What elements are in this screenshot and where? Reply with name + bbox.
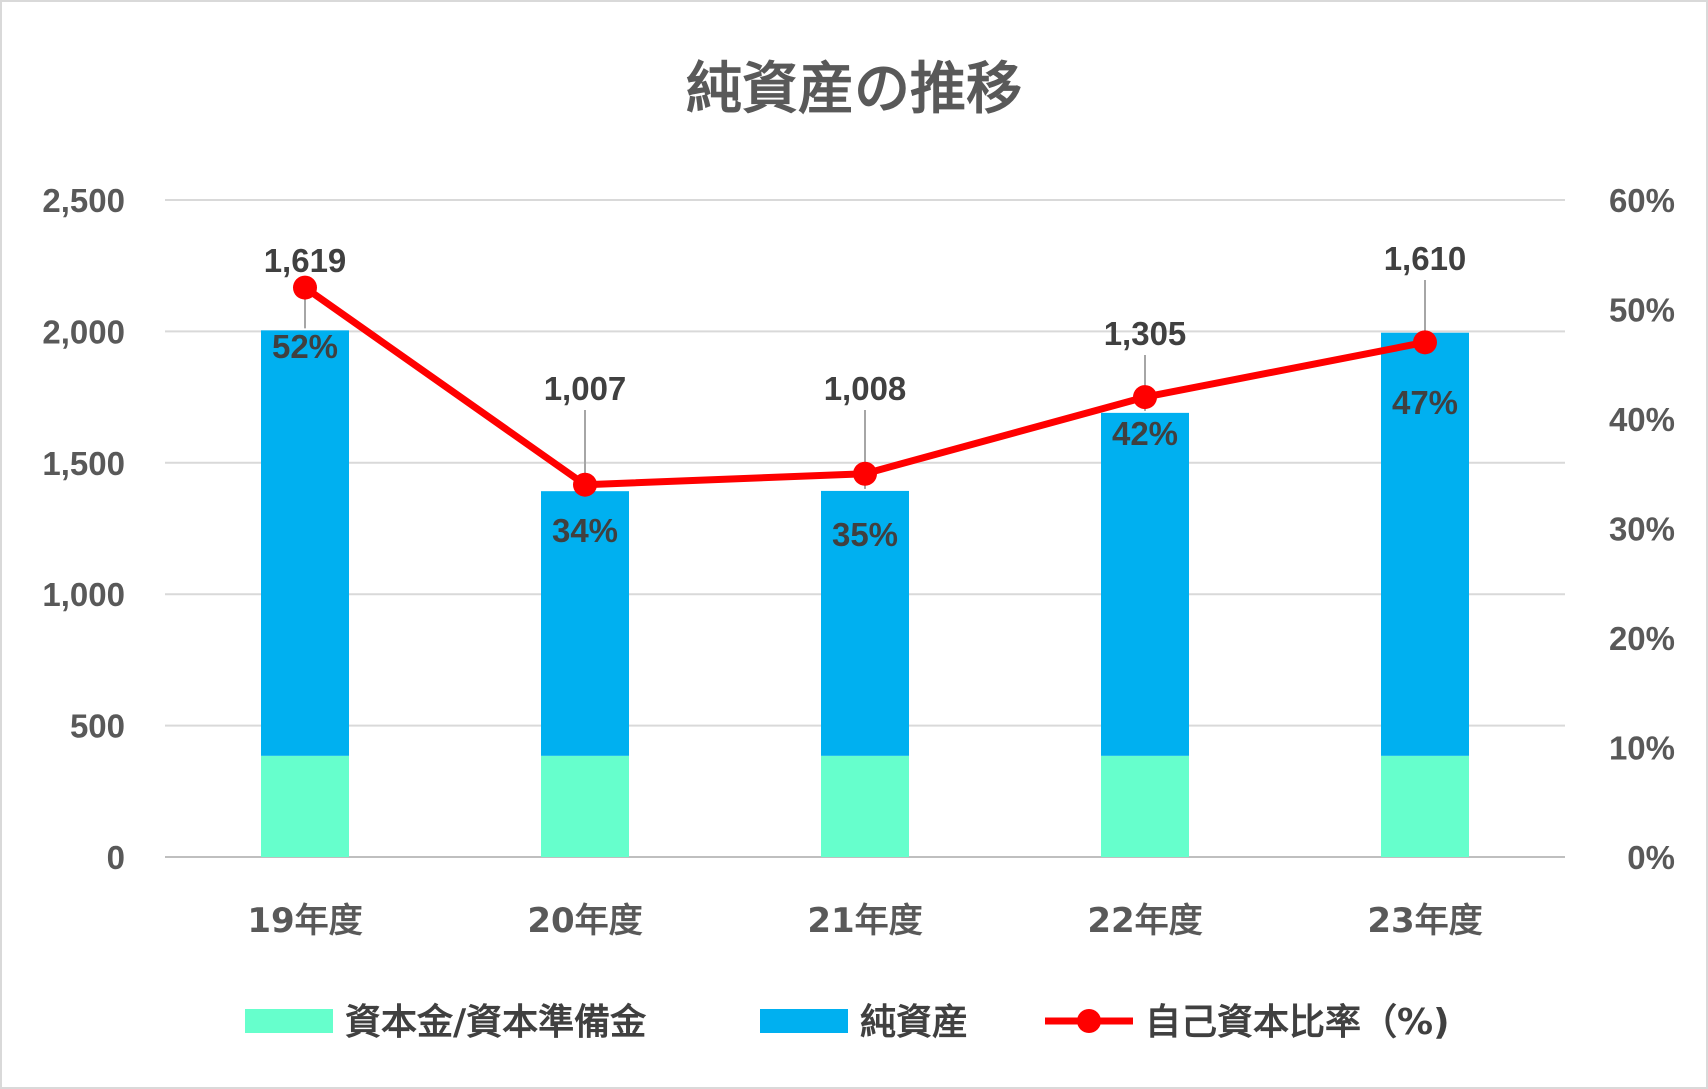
left-tick-label: 1,500 bbox=[42, 445, 125, 482]
bars bbox=[261, 330, 1469, 857]
category-label: 20年度 bbox=[527, 901, 642, 941]
legend: 資本金/資本準備金 純資産 自己資本比率（%) bbox=[245, 1001, 1450, 1043]
left-axis-ticks: 0 500 1,000 1,500 2,000 2,500 bbox=[42, 182, 125, 876]
right-tick-label: 20% bbox=[1609, 620, 1675, 657]
category-label: 23年度 bbox=[1367, 901, 1482, 941]
legend-swatch bbox=[760, 1009, 848, 1033]
right-tick-label: 0% bbox=[1627, 839, 1675, 876]
capital-bar bbox=[1101, 755, 1189, 857]
capital-bar bbox=[1381, 755, 1469, 857]
legend-label: 純資産 bbox=[860, 1002, 968, 1043]
ratio-point bbox=[1133, 385, 1157, 410]
category-label: 22年度 bbox=[1087, 901, 1202, 941]
legend-swatch bbox=[245, 1009, 333, 1033]
legend-label: 資本金/資本準備金 bbox=[345, 1001, 647, 1043]
net-assets-bar bbox=[541, 491, 629, 756]
net-assets-value-label: 1,305 bbox=[1104, 315, 1187, 352]
category-label: 21年度 bbox=[807, 901, 922, 941]
capital-bar bbox=[261, 755, 349, 857]
right-axis-ticks: 0% 10% 20% 30% 40% 50% 60% bbox=[1609, 182, 1675, 876]
legend-label: 自己資本比率（%) bbox=[1145, 1002, 1450, 1043]
ratio-value-label: 35% bbox=[832, 516, 898, 553]
capital-bar bbox=[541, 755, 629, 857]
net-assets-value-label: 1,610 bbox=[1384, 240, 1467, 277]
category-labels: 19年度 20年度 21年度 22年度 23年度 bbox=[247, 901, 1482, 941]
legend-swatch-marker bbox=[1077, 1009, 1101, 1033]
ratio-point bbox=[573, 472, 597, 497]
left-tick-label: 0 bbox=[107, 839, 125, 876]
ratio-value-label: 34% bbox=[552, 512, 618, 549]
chart-title: 純資産の推移 bbox=[686, 57, 1022, 122]
net-assets-value-label: 1,007 bbox=[544, 370, 627, 407]
right-tick-label: 40% bbox=[1609, 401, 1675, 438]
net-assets-value-label: 1,619 bbox=[264, 242, 347, 279]
right-tick-label: 30% bbox=[1609, 511, 1675, 548]
left-tick-label: 2,500 bbox=[42, 182, 125, 219]
right-tick-label: 60% bbox=[1609, 182, 1675, 219]
net-assets-bar bbox=[1101, 412, 1189, 756]
category-label: 19年度 bbox=[247, 901, 362, 941]
right-tick-label: 50% bbox=[1609, 292, 1675, 329]
left-tick-label: 1,000 bbox=[42, 576, 125, 613]
ratio-value-label: 42% bbox=[1112, 415, 1178, 452]
net-assets-value-label: 1,008 bbox=[824, 370, 907, 407]
data-labels: 1,619 52% 1,007 34% 1,008 35% 1,305 42% 1,610 47% bbox=[264, 240, 1467, 553]
ratio-point bbox=[293, 275, 317, 300]
ratio-point bbox=[853, 461, 877, 486]
right-tick-label: 10% bbox=[1609, 730, 1675, 767]
ratio-line bbox=[293, 275, 1437, 497]
ratio-point bbox=[1413, 330, 1437, 355]
net-assets-bar bbox=[1381, 332, 1469, 756]
left-tick-label: 2,000 bbox=[42, 313, 125, 350]
grid-lines bbox=[165, 199, 1565, 858]
net-assets-bar bbox=[261, 330, 349, 756]
capital-bar bbox=[821, 755, 909, 857]
net-assets-bar bbox=[821, 490, 909, 756]
ratio-value-label: 52% bbox=[272, 328, 338, 365]
ratio-value-label: 47% bbox=[1392, 384, 1458, 421]
left-tick-label: 500 bbox=[70, 708, 125, 745]
